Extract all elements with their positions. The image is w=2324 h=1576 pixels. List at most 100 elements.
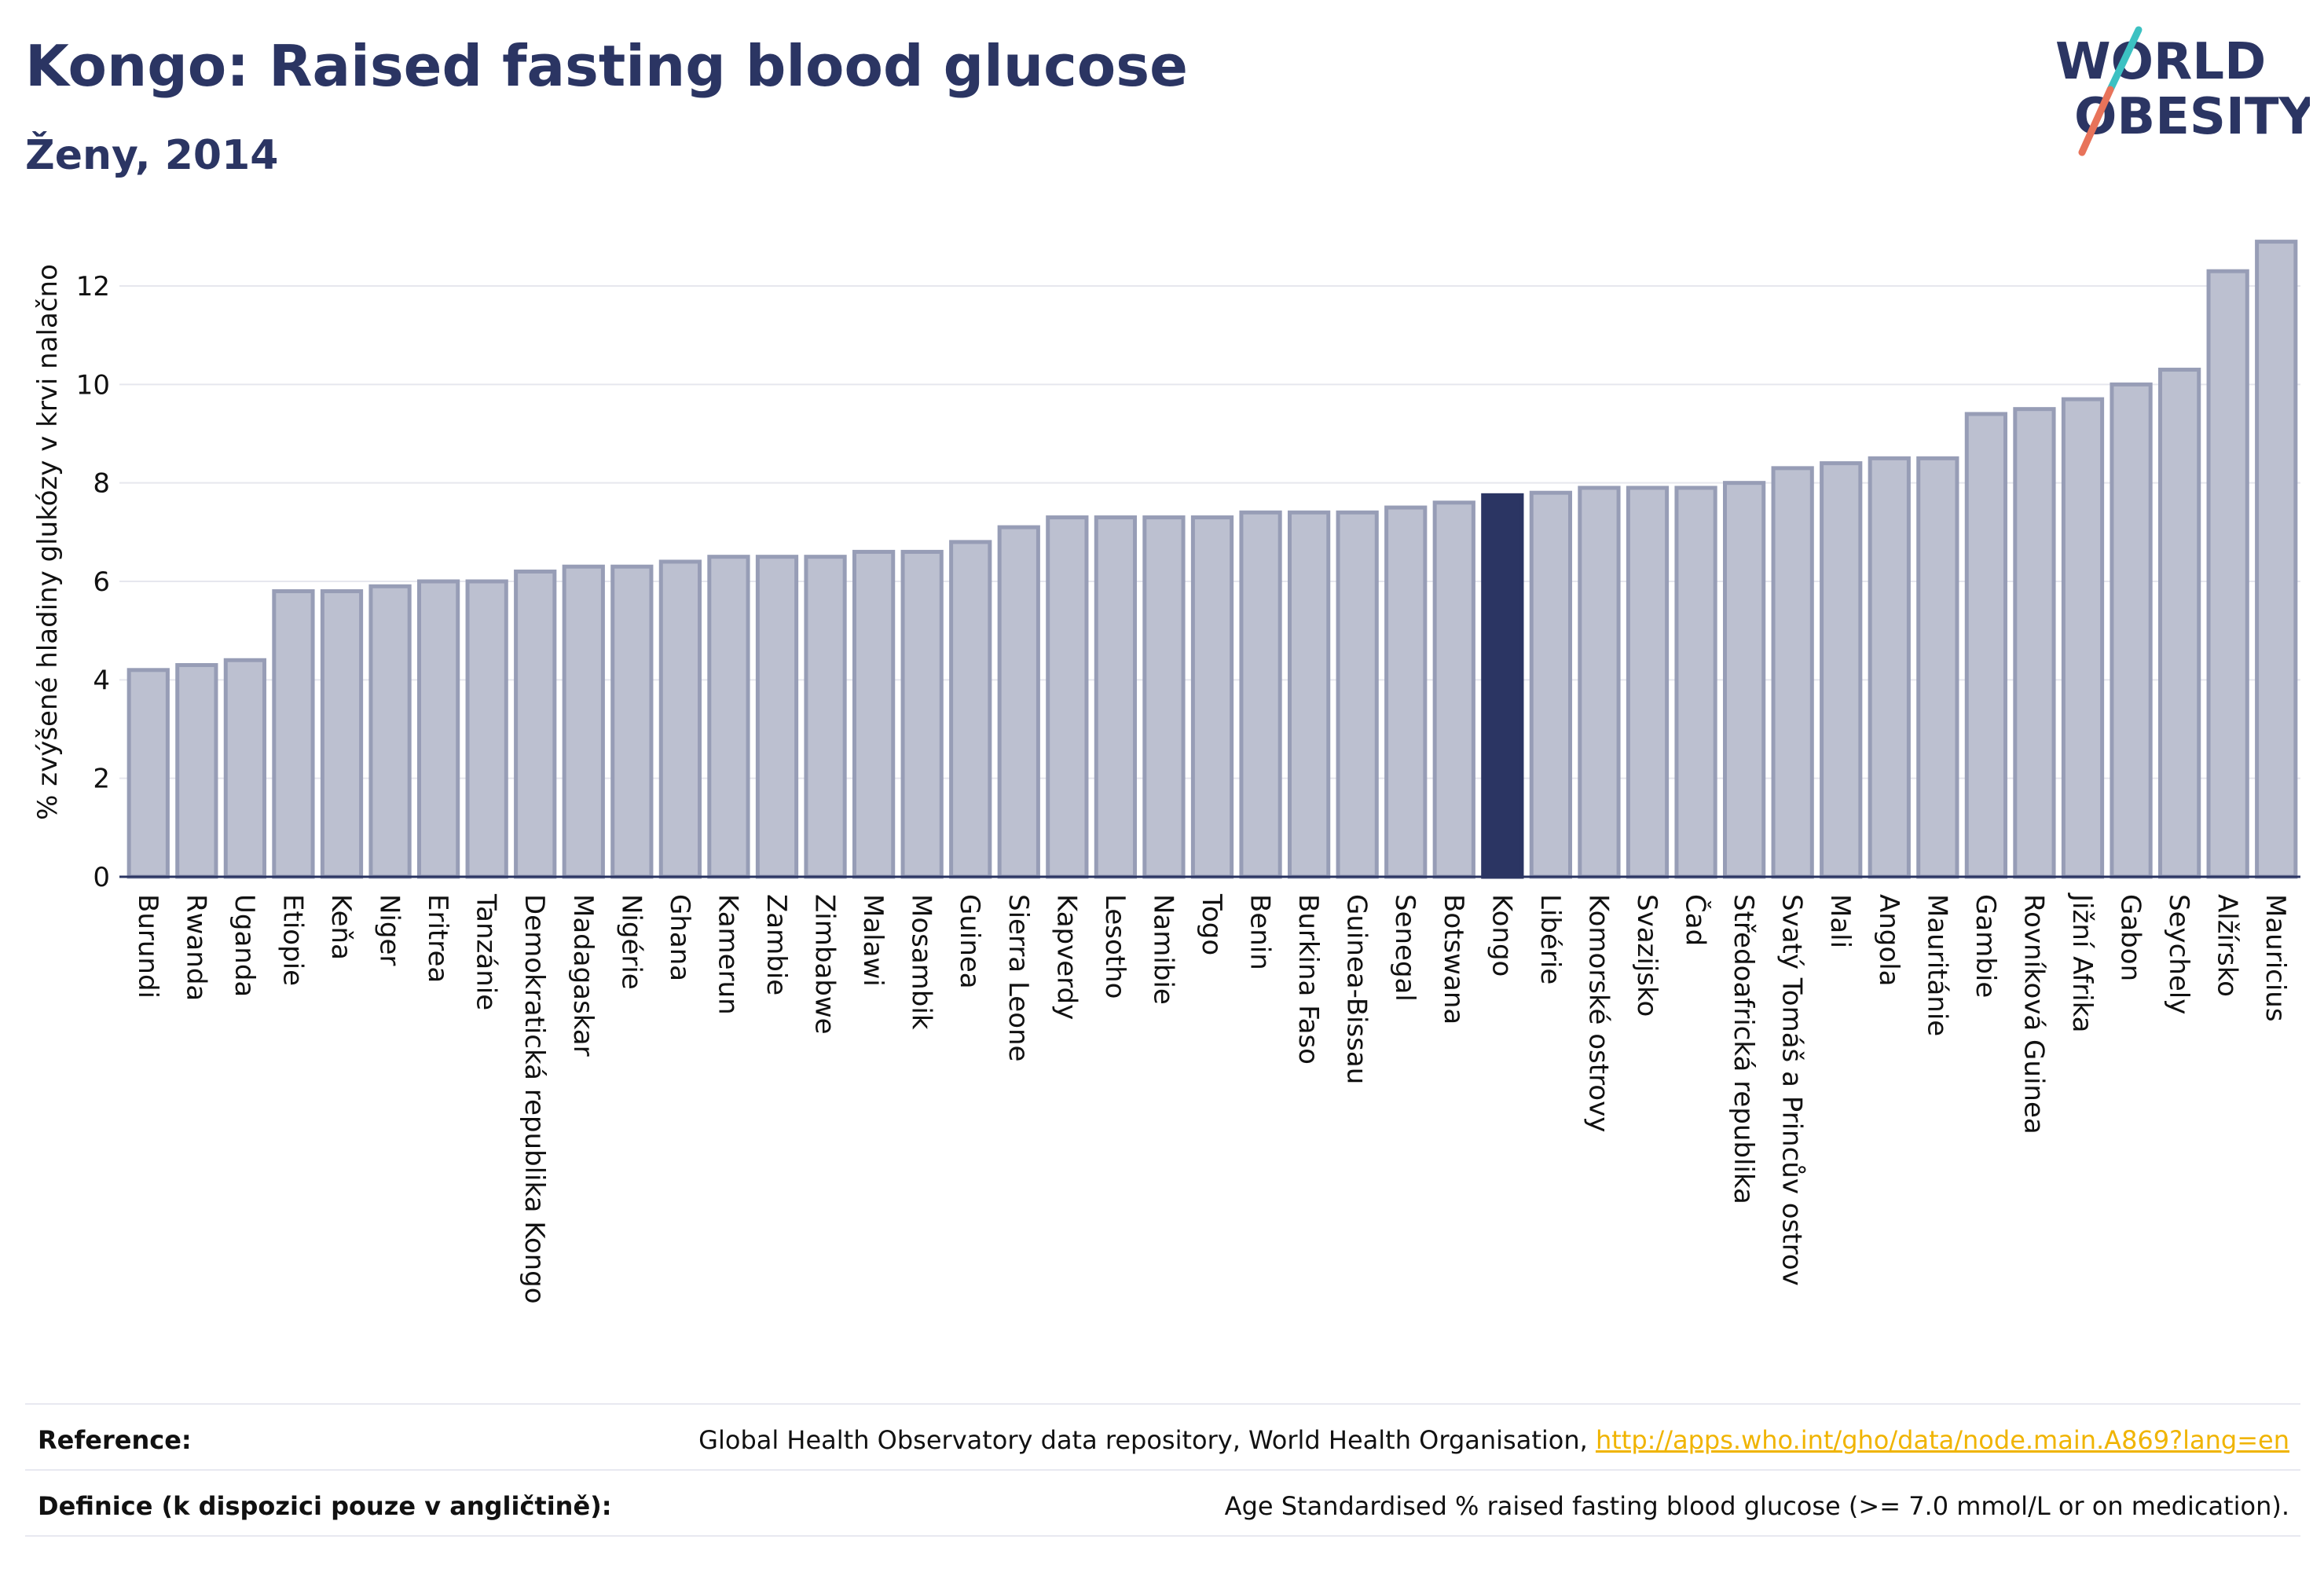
x-tick-label: Guinea-Bissau	[1341, 894, 1373, 1084]
bar	[1432, 500, 1475, 879]
logo-line2: OBESITY	[2074, 88, 2310, 146]
x-tick-label: Středoafrická republika	[1728, 894, 1759, 1204]
bar	[2206, 269, 2249, 879]
x-tick-label: Eritrea	[422, 894, 453, 983]
chart-title: Kongo: Raised fasting blood glucose	[25, 33, 1188, 99]
x-tick-label: Senegal	[1389, 894, 1420, 1002]
x-tick-label: Jižní Afrika	[2066, 892, 2098, 1033]
bar	[658, 559, 702, 879]
bar	[175, 663, 218, 879]
x-tick-label: Mali	[1824, 894, 1856, 948]
x-tick-label: Togo	[1196, 893, 1227, 955]
bar	[1529, 490, 1573, 879]
bar	[1916, 456, 1959, 879]
y-tick-label: 4	[93, 665, 110, 696]
x-tick-label: Burkina Faso	[1292, 894, 1324, 1065]
bar	[272, 589, 315, 879]
bar	[368, 584, 412, 879]
reference-text: Global Health Observatory data repositor…	[698, 1425, 1596, 1455]
x-tick-label: Burundi	[132, 894, 163, 999]
x-tick-label: Mauritánie	[1921, 894, 1952, 1036]
bar	[1142, 515, 1186, 879]
bar	[1820, 461, 1863, 879]
bar	[562, 564, 605, 879]
logo-line1: WORLD	[2055, 33, 2266, 91]
x-tick-label: Alžírsko	[2212, 894, 2243, 997]
y-axis-label: % zvýšené hladiny glukózy v krvi nalačno	[32, 264, 64, 820]
definition-label: Definice (k dispozici pouze v angličtině…	[38, 1491, 612, 1521]
x-tick-label: Angola	[1873, 894, 1904, 986]
world-obesity-logo: WORLD OBESITY	[2055, 26, 2310, 156]
bar	[2061, 397, 2105, 879]
bar	[1722, 481, 1766, 879]
x-tick-label: Lesotho	[1099, 894, 1131, 999]
x-tick-label: Gambie	[1970, 894, 2001, 998]
footer-divider-middle	[25, 1469, 2300, 1471]
x-tick-label: Rwanda	[180, 894, 211, 1001]
bar	[1287, 510, 1331, 879]
x-tick-label: Zambie	[761, 894, 792, 995]
x-tick-label: Malawi	[857, 894, 889, 987]
x-tick-label: Gabon	[2115, 894, 2146, 981]
bar	[1626, 486, 1670, 879]
logo-slash-teal	[2106, 26, 2143, 93]
x-tick-label: Mosambik	[906, 894, 937, 1030]
bar	[1384, 505, 1428, 879]
chart-subtitle: Ženy, 2014	[25, 132, 279, 179]
bar-chart: 0 2 4 6 8 10 12 Burundi Rwanda Uganda Etiopie Keňa…	[32, 240, 2300, 1304]
x-tick-label: Kapverdy	[1050, 894, 1082, 1020]
x-tick-label: Etiopie	[277, 894, 308, 986]
logo-slash-coral	[2078, 86, 2114, 156]
bar	[1190, 515, 1234, 879]
x-axis-labels: Burundi Rwanda Uganda Etiopie Keňa Niger Eritr…	[132, 892, 2291, 1304]
bar	[1336, 510, 1379, 879]
x-tick-label: Čad	[1680, 894, 1712, 946]
x-tick-label: Namibie	[1147, 894, 1178, 1005]
bar	[1094, 515, 1138, 879]
definition-text: Age Standardised % raised fasting blood …	[1224, 1491, 2289, 1521]
x-tick-label: Libérie	[1534, 894, 1566, 984]
y-tick-label: 0	[93, 862, 110, 893]
y-tick-label: 12	[76, 271, 110, 302]
bar	[1674, 486, 1717, 879]
x-tick-label: Mauricius	[2260, 894, 2291, 1022]
bar	[2110, 382, 2153, 879]
x-tick-label: Svatý Tomáš a Princův ostrov	[1776, 894, 1808, 1286]
x-tick-label: Madagaskar	[567, 894, 599, 1057]
bar	[2157, 368, 2201, 879]
x-tick-label: Demokratická republika Kongo	[519, 894, 550, 1304]
bar	[900, 549, 944, 879]
bar	[1868, 456, 1911, 879]
bar	[2255, 240, 2298, 879]
footer-divider-top	[25, 1403, 2300, 1405]
bar	[223, 658, 267, 879]
y-tick-label: 10	[76, 369, 110, 401]
x-tick-label: Tanzánie	[471, 893, 502, 1010]
reference-value: Global Health Observatory data repositor…	[698, 1425, 2289, 1455]
x-tick-label: Komorské ostrovy	[1582, 894, 1614, 1132]
x-tick-label: Nigérie	[615, 894, 647, 990]
bar	[514, 569, 557, 879]
x-tick-label: Niger	[374, 894, 405, 966]
bar	[804, 555, 847, 879]
reference-link[interactable]: http://apps.who.int/gho/data/node.main.A…	[1595, 1425, 2289, 1455]
x-tick-label: Zimbabwe	[809, 894, 841, 1035]
x-tick-label: Keňa	[325, 894, 357, 960]
footer-divider-bottom	[25, 1535, 2300, 1537]
x-tick-label: Kamerun	[712, 894, 743, 1015]
bars	[126, 240, 2298, 879]
bar-highlighted	[1481, 493, 1524, 879]
x-tick-label: Benin	[1244, 894, 1276, 970]
bar	[2013, 407, 2056, 879]
bar	[1046, 515, 1089, 879]
y-tick-label: 8	[93, 468, 110, 500]
bar	[320, 589, 364, 879]
x-tick-label: Kongo	[1486, 894, 1517, 977]
x-tick-label: Svazijsko	[1631, 894, 1662, 1017]
bar	[610, 564, 654, 879]
bar	[949, 540, 992, 879]
bar	[416, 579, 460, 879]
reference-label: Reference:	[38, 1425, 192, 1455]
bar	[1771, 466, 1814, 879]
bar	[1964, 412, 2008, 879]
